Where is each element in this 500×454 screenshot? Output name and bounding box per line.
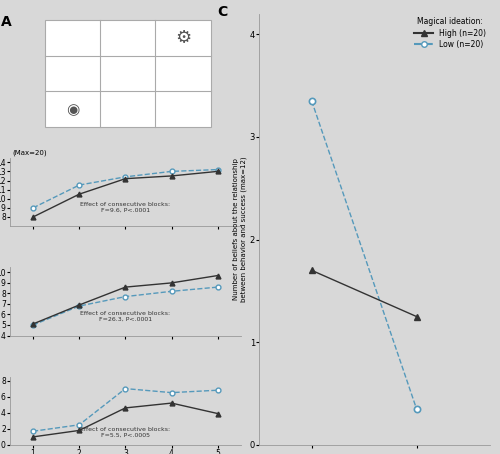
Text: Effect of consecutive blocks:
F=5.5, P<.0005: Effect of consecutive blocks: F=5.5, P<.… [80, 427, 170, 438]
Text: Effect of consecutive blocks:
F=26.3, P<.0001: Effect of consecutive blocks: F=26.3, P<… [80, 311, 170, 322]
Text: C: C [218, 5, 228, 19]
Bar [44, 20, 211, 127]
Text: (Max=20): (Max=20) [12, 150, 47, 156]
Y-axis label: Number of beliefs about the relationship
between behavior and success (max=12): Number of beliefs about the relationship… [234, 157, 247, 302]
Legend: High (n=20), Low (n=20): High (n=20), Low (n=20) [414, 17, 486, 49]
Point [42, 89, 48, 94]
Point [42, 53, 48, 58]
Text: Effect of consecutive blocks:
F=9.6, P<.0001: Effect of consecutive blocks: F=9.6, P<.… [80, 202, 170, 212]
Text: ⚙: ⚙ [175, 29, 191, 47]
Text: A: A [1, 15, 11, 29]
Point [208, 89, 214, 94]
Point [208, 53, 214, 58]
Text: ◉: ◉ [66, 102, 79, 117]
